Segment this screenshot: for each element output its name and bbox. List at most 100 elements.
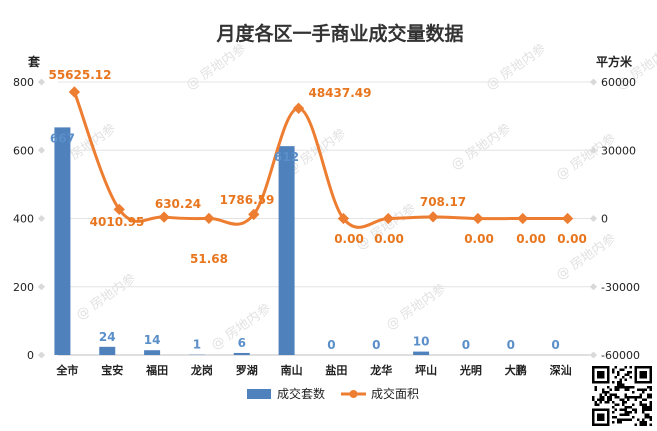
qr-module	[602, 388, 605, 391]
watermark-text: @ 房地内参	[73, 271, 139, 324]
tick-marker	[37, 78, 46, 86]
qr-module	[622, 398, 625, 401]
qr-module	[627, 411, 630, 414]
qr-module	[607, 398, 610, 401]
qr-module	[614, 376, 617, 379]
line-point	[472, 212, 484, 225]
qr-module	[612, 381, 615, 384]
qr-module	[627, 388, 630, 391]
qr-module	[614, 366, 617, 369]
qr-module	[639, 393, 642, 396]
x-category-label: 宝安	[101, 363, 123, 377]
tick-marker	[589, 283, 598, 291]
x-category-labels: 全市 宝安 福田 龙岗 罗湖 南山 盐田 龙华 坪山 光明 大鹏 深汕	[55, 363, 571, 377]
watermark-text: @ 房地内参	[183, 41, 249, 94]
qr-module	[649, 388, 652, 391]
qr-module	[647, 416, 650, 419]
qr-module	[642, 398, 645, 401]
qr-module	[614, 386, 617, 389]
qr-module	[599, 396, 602, 399]
x-category-label: 坪山	[415, 363, 437, 377]
line-point	[68, 86, 81, 98]
qr-module	[634, 423, 637, 426]
qr-finder	[639, 371, 647, 379]
qr-module	[624, 366, 627, 369]
qr-module	[619, 378, 622, 381]
bar-value-label: 6	[238, 336, 246, 350]
qr-module	[602, 398, 605, 401]
x-category-label: 光明	[459, 363, 482, 377]
x-category-label: 深汕	[550, 363, 572, 377]
qr-module	[614, 388, 617, 391]
bar-value-label: 0	[327, 338, 335, 352]
qr-module	[642, 423, 645, 426]
qr-module	[634, 396, 637, 399]
qr-module	[632, 386, 635, 389]
qr-module	[592, 396, 595, 399]
x-category-label: 全市	[55, 363, 78, 377]
qr-module	[622, 383, 625, 386]
line-point	[337, 212, 350, 225]
qr-module	[622, 376, 625, 379]
watermark-text: @ 房地内参	[448, 121, 514, 174]
qr-module	[609, 393, 612, 396]
qr-module	[644, 416, 647, 419]
line-point	[382, 212, 394, 225]
qr-module	[614, 416, 617, 419]
bar-value-label: 612	[274, 150, 299, 164]
bar-value-label: 0	[551, 338, 559, 352]
qr-module	[622, 386, 625, 389]
x-category-label: 罗湖	[236, 363, 258, 377]
qr-module	[612, 371, 615, 374]
x-category-label: 盐田	[325, 363, 347, 377]
qr-module	[604, 393, 607, 396]
qr-module	[627, 398, 630, 401]
qr-module	[629, 406, 632, 409]
qr-module	[619, 413, 622, 416]
qr-module	[617, 383, 620, 386]
qr-module	[612, 421, 615, 424]
x-category-label: 龙岗	[190, 363, 213, 377]
qr-module	[614, 403, 617, 406]
qr-module	[649, 423, 652, 426]
qr-module	[624, 378, 627, 381]
qr-module	[647, 413, 650, 416]
qr-module	[617, 371, 620, 374]
qr-module	[619, 383, 622, 386]
qr-module	[639, 403, 642, 406]
line-value-label: 55625.12	[48, 68, 111, 82]
bar	[278, 146, 295, 355]
qr-module	[649, 401, 652, 404]
qr-module	[632, 403, 635, 406]
qr-code	[590, 364, 654, 428]
qr-module	[604, 401, 607, 404]
watermark-text: @ 房地内参	[483, 41, 549, 94]
qr-module	[622, 413, 625, 416]
qr-module	[629, 371, 632, 374]
bar-labels: 667 24 14 1 6 612 0 0 10 0 0 0	[50, 131, 560, 352]
qr-module	[624, 406, 627, 409]
qr-module	[607, 391, 610, 394]
qr-module	[632, 396, 635, 399]
qr-module	[647, 393, 650, 396]
y-left-tick-label: 200	[13, 281, 34, 294]
y-left-ticks: 0 200 400 600 800	[13, 76, 34, 362]
qr-module	[649, 393, 652, 396]
qr-module	[624, 373, 627, 376]
tick-marker	[589, 214, 598, 223]
qr-module	[624, 393, 627, 396]
qr-module	[614, 396, 617, 399]
bar-value-label: 14	[144, 333, 161, 347]
qr-module	[649, 396, 652, 399]
line-point	[427, 211, 439, 223]
qr-module	[619, 386, 622, 389]
bar-value-label: 0	[372, 338, 380, 352]
bar-value-label: 0	[462, 338, 470, 352]
line-value-label: 1786.59	[220, 193, 275, 207]
qr-module	[644, 408, 647, 411]
line-value-label: 0.00	[374, 232, 404, 246]
qr-module	[602, 396, 605, 399]
bar	[144, 350, 161, 355]
x-category-label: 大鹏	[505, 363, 527, 377]
qr-module	[644, 423, 647, 426]
